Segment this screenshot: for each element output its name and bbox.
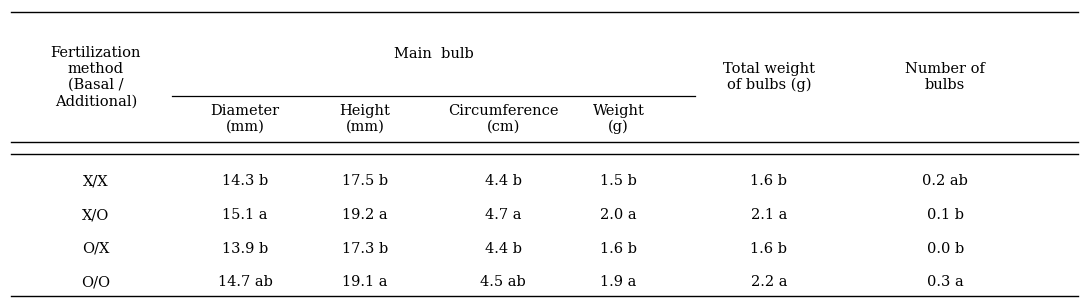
Text: 0.3 a: 0.3 a (927, 275, 964, 289)
Text: Weight
(g): Weight (g) (592, 104, 645, 134)
Text: 4.4 b: 4.4 b (485, 174, 522, 188)
Text: O/X: O/X (82, 242, 110, 256)
Text: Circumference
(cm): Circumference (cm) (448, 104, 559, 134)
Text: Main  bulb: Main bulb (393, 47, 474, 61)
Text: 2.1 a: 2.1 a (750, 208, 787, 222)
Text: Fertilization
method
(Basal /
Additional): Fertilization method (Basal / Additional… (50, 46, 142, 108)
Text: 0.1 b: 0.1 b (927, 208, 964, 222)
Text: 1.6 b: 1.6 b (600, 242, 637, 256)
Text: X/O: X/O (82, 208, 110, 222)
Text: 1.9 a: 1.9 a (600, 275, 637, 289)
Text: Height
(mm): Height (mm) (340, 104, 390, 134)
Text: 1.5 b: 1.5 b (600, 174, 637, 188)
Text: 1.6 b: 1.6 b (750, 174, 787, 188)
Text: 4.5 ab: 4.5 ab (480, 275, 526, 289)
Text: 1.6 b: 1.6 b (750, 242, 787, 256)
Text: 19.2 a: 19.2 a (342, 208, 388, 222)
Text: 19.1 a: 19.1 a (342, 275, 388, 289)
Text: O/O: O/O (82, 275, 110, 289)
Text: 14.7 ab: 14.7 ab (218, 275, 272, 289)
Text: 0.2 ab: 0.2 ab (922, 174, 968, 188)
Text: 2.0 a: 2.0 a (600, 208, 637, 222)
Text: 17.3 b: 17.3 b (342, 242, 388, 256)
Text: 14.3 b: 14.3 b (222, 174, 268, 188)
Text: 2.2 a: 2.2 a (750, 275, 787, 289)
Text: 15.1 a: 15.1 a (222, 208, 268, 222)
Text: 4.7 a: 4.7 a (485, 208, 522, 222)
Text: 13.9 b: 13.9 b (222, 242, 268, 256)
Text: X/X: X/X (83, 174, 109, 188)
Text: Number of
bulbs: Number of bulbs (905, 62, 986, 92)
Text: Diameter
(mm): Diameter (mm) (210, 104, 280, 134)
Text: 17.5 b: 17.5 b (342, 174, 388, 188)
Text: 4.4 b: 4.4 b (485, 242, 522, 256)
Text: 0.0 b: 0.0 b (927, 242, 964, 256)
Text: Total weight
of bulbs (g): Total weight of bulbs (g) (723, 62, 815, 92)
